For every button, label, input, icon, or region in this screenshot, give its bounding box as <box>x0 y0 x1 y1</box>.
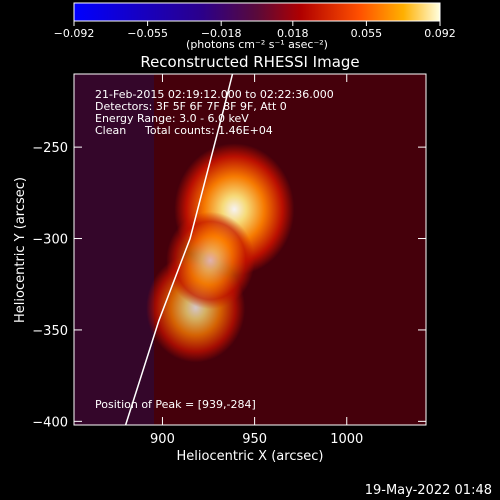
emission-source-3 <box>166 211 255 310</box>
y-axis-label: Heliocentric Y (arcsec) <box>13 177 28 323</box>
colorbar-tick-label: −0.018 <box>201 27 242 40</box>
annotation-energy: Energy Range: 3.0 - 6.0 keV <box>95 112 249 125</box>
solar-limb-line <box>124 74 234 425</box>
x-tick-label: 900 <box>150 432 175 447</box>
annotation-counts: Total counts: 1.46E+04 <box>144 124 273 137</box>
y-tick-label: −250 <box>32 141 68 156</box>
chart-title: Reconstructed RHESSI Image <box>140 53 359 71</box>
y-tick-label: −400 <box>32 415 68 430</box>
emission-sources <box>146 143 295 363</box>
annotation-detectors: Detectors: 3F 5F 6F 7F 8F 9F, Att 0 <box>95 100 287 113</box>
x-axis-label: Heliocentric X (arcsec) <box>177 449 324 464</box>
x-axis: 900 950 1000 <box>150 74 363 447</box>
y-axis: −250 −300 −350 −400 <box>32 141 426 430</box>
colorbar-units: (photons cm⁻² s⁻¹ asec⁻²) <box>186 38 328 51</box>
annotation-time-range: 21-Feb-2015 02:19:12.000 to 02:22:36.000 <box>95 88 334 101</box>
colorbar-tick-label: −0.055 <box>127 27 168 40</box>
annotation-peak-position: Position of Peak = [939,-284] <box>95 398 256 411</box>
colorbar-ticks: −0.092 −0.055 −0.018 0.018 0.055 0.092 <box>54 21 456 40</box>
annotation-method: Clean <box>95 124 126 137</box>
y-tick-label: −350 <box>32 324 68 339</box>
y-tick-label: −300 <box>32 233 68 248</box>
footer-date: 19-May-2022 01:48 <box>365 483 492 498</box>
colorbar-tick-label: 0.092 <box>424 27 456 40</box>
plot-frame <box>73 73 427 426</box>
colorbar-tick-label: 0.018 <box>277 27 309 40</box>
colorbar-tick-label: −0.092 <box>54 27 95 40</box>
colorbar <box>73 2 441 22</box>
colorbar-tick-label: 0.055 <box>351 27 383 40</box>
x-tick-label: 950 <box>242 432 267 447</box>
x-tick-label: 1000 <box>330 432 363 447</box>
heatmap-layer <box>74 74 426 425</box>
